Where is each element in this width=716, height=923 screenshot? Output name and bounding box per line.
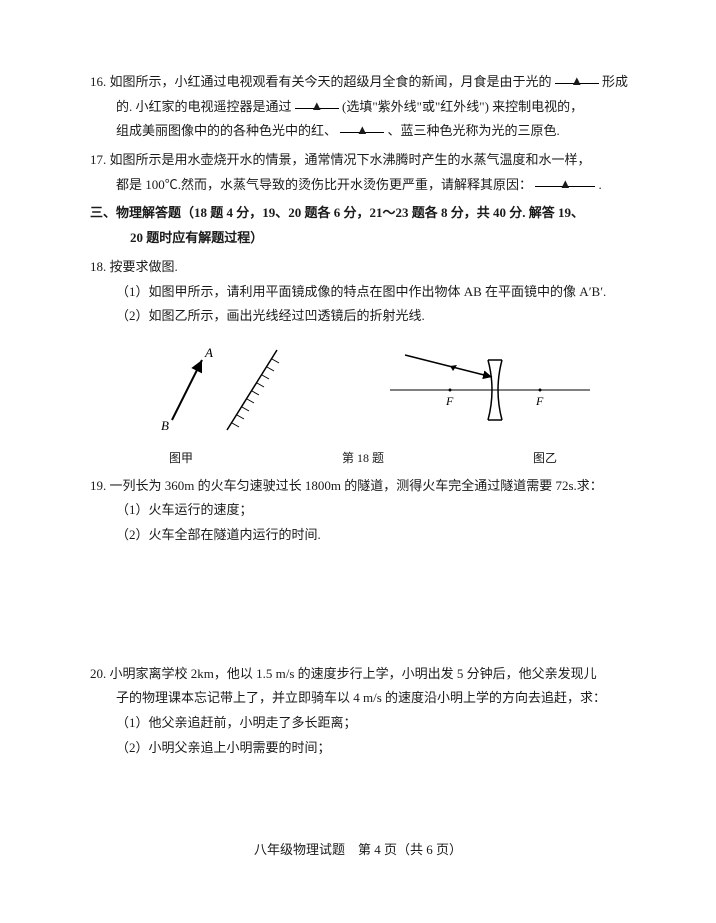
section3-label: 三、 <box>90 205 116 220</box>
fig1-label-a: A <box>204 345 213 360</box>
q20-text1: 小明家离学校 2km，他以 1.5 m/s 的速度步行上学，小明出发 5 分钟后… <box>110 666 597 681</box>
fig2-label-f2: F <box>535 394 544 408</box>
q16-text1b: 形成 <box>602 74 628 89</box>
question-18: 18. 按要求做图. （1）如图甲所示，请利用平面镜成像的特点在图中作出物体 A… <box>90 255 636 470</box>
q16-body: 16. 如图所示，小红通过电视观看有关今天的超级月全食的新闻，月食是由于光的 ▲… <box>90 70 636 95</box>
q16-blank1: ▲ <box>555 69 599 84</box>
question-19: 19. 一列长为 360m 的火车匀速驶过长 1800m 的隧道，测得火车完全通… <box>90 474 636 548</box>
fig1-label-b: B <box>161 418 169 433</box>
q17-text2a: 都是 100℃.然而，水蒸气导致的烫伤比开水烫伤更严重，请解释其原因： <box>116 177 532 192</box>
q16-blank3: ▲ <box>340 118 384 133</box>
blank-space <box>90 552 636 662</box>
q18-part2: （2）如图乙所示，画出光线经过凹透镜后的折射光线. <box>90 304 636 329</box>
section-3-header: 三、物理解答题（18 题 4 分，19、20 题各 6 分，21～23 题各 8… <box>90 201 636 250</box>
fig2-label-f1: F <box>445 394 454 408</box>
q17-text2b: . <box>599 177 602 192</box>
q16-text3b: 、蓝三种色光称为光的三原色. <box>388 123 560 138</box>
section3-title1: 物理解答题（18 题 4 分，19、20 题各 6 分，21～23 题各 8 分… <box>116 205 584 220</box>
q18-captions: 图甲 第 18 题 图乙 <box>90 447 636 470</box>
q16-text2b: (选填"紫外线"或"红外线") 来控制电视的， <box>342 99 583 114</box>
figure-yi: F F <box>380 335 600 445</box>
question-16: 16. 如图所示，小红通过电视观看有关今天的超级月全食的新闻，月食是由于光的 ▲… <box>90 70 636 144</box>
q18-capmid: 第 18 题 <box>272 447 454 470</box>
q17-num: 17. <box>90 152 106 167</box>
q19-part1: （1）火车运行的速度； <box>90 498 636 523</box>
q18-title: 按要求做图. <box>110 259 178 274</box>
q20-line2: 子的物理课本忘记带上了，并立即骑车以 4 m/s 的速度沿小明上学的方向去追赶，… <box>90 686 636 711</box>
q16-line2: 的. 小红家的电视遥控器是通过 ▲ (选填"紫外线"或"红外线") 来控制电视的… <box>90 95 636 120</box>
q17-text1: 如图所示是用水壶烧开水的情景，通常情况下水沸腾时产生的水蒸气温度和水一样， <box>110 152 591 167</box>
q19-part2: （2）火车全部在隧道内运行的时间. <box>90 523 636 548</box>
q20-part2: （2）小明父亲追上小明需要的时间； <box>90 736 636 761</box>
q16-blank2: ▲ <box>295 94 339 109</box>
q19-title: 一列长为 360m 的火车匀速驶过长 1800m 的隧道，测得火车完全通过隧道需… <box>110 478 603 493</box>
exam-page: 16. 如图所示，小红通过电视观看有关今天的超级月全食的新闻，月食是由于光的 ▲… <box>0 0 716 923</box>
q18-num: 18. <box>90 259 106 274</box>
q16-text3a: 组成美丽图像中的的各种色光中的红、 <box>116 123 337 138</box>
q18-part1: （1）如图甲所示，请利用平面镜成像的特点在图中作出物体 AB 在平面镜中的像 A… <box>90 280 636 305</box>
q16-text2a: 的. 小红家的电视遥控器是通过 <box>116 99 292 114</box>
q16-line3: 组成美丽图像中的的各种色光中的红、 ▲ 、蓝三种色光称为光的三原色. <box>90 119 636 144</box>
section3-title2: 20 题时应有解题过程） <box>90 226 636 251</box>
q18-cap1: 图甲 <box>90 447 272 470</box>
q20-line1: 20. 小明家离学校 2km，他以 1.5 m/s 的速度步行上学，小明出发 5… <box>90 662 636 687</box>
question-20: 20. 小明家离学校 2km，他以 1.5 m/s 的速度步行上学，小明出发 5… <box>90 662 636 761</box>
q17-body: 17. 如图所示是用水壶烧开水的情景，通常情况下水沸腾时产生的水蒸气温度和水一样… <box>90 148 636 173</box>
q17-line2: 都是 100℃.然而，水蒸气导致的烫伤比开水烫伤更严重，请解释其原因： ▲ . <box>90 173 636 198</box>
q16-num: 16. <box>90 74 106 89</box>
q18-header: 18. 按要求做图. <box>90 255 636 280</box>
q19-header: 19. 一列长为 360m 的火车匀速驶过长 1800m 的隧道，测得火车完全通… <box>90 474 636 499</box>
q20-num: 20. <box>90 666 106 681</box>
q18-figures: A B <box>90 335 636 445</box>
figure-jia: A B <box>127 335 307 445</box>
q19-num: 19. <box>90 478 106 493</box>
page-footer: 八年级物理试题 第 4 页（共 6 页） <box>0 838 716 863</box>
question-17: 17. 如图所示是用水壶烧开水的情景，通常情况下水沸腾时产生的水蒸气温度和水一样… <box>90 148 636 197</box>
q20-part1: （1）他父亲追赶前，小明走了多长距离； <box>90 711 636 736</box>
q18-cap2: 图乙 <box>454 447 636 470</box>
q16-text1a: 如图所示，小红通过电视观看有关今天的超级月全食的新闻，月食是由于光的 <box>110 74 552 89</box>
q17-blank: ▲ <box>535 172 595 187</box>
